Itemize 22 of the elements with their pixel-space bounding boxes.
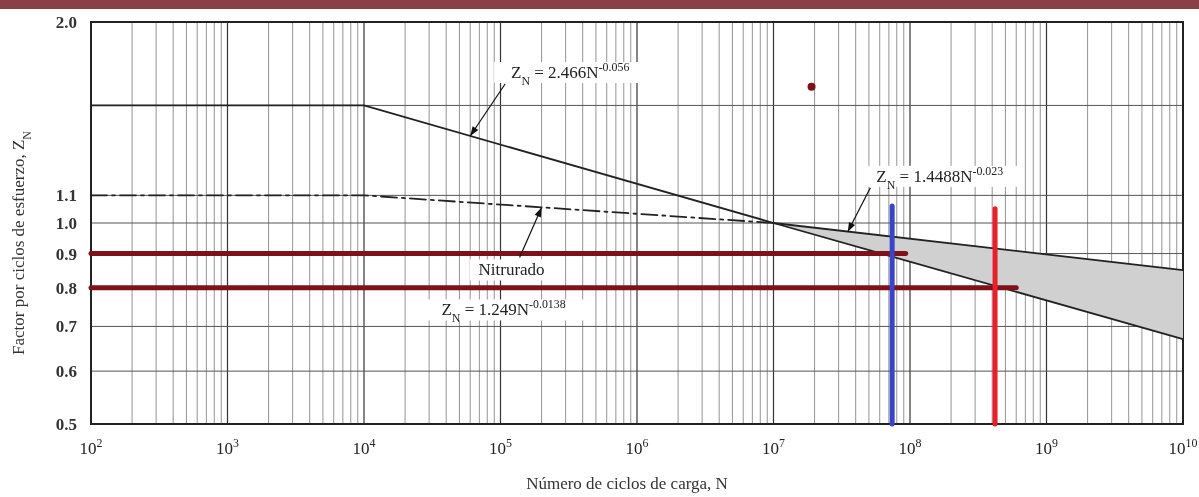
x-axis-title: Número de ciclos de carga, N — [526, 474, 728, 493]
annotation: Nitrurado — [478, 260, 545, 280]
x-tick-label: 10$^{6}$ — [625, 436, 649, 458]
x-tick-label: 10$^{3}$ — [216, 436, 240, 458]
y-tick-label: 0.7 — [55, 317, 78, 337]
y-tick-label: 0.8 — [55, 278, 77, 298]
y-tick-label: 1.0 — [55, 214, 77, 233]
annotation: Z$_{N}$ = 1.249N$^{-0.0138}$ — [441, 297, 566, 326]
y-tick-label: 0.9 — [55, 244, 77, 264]
y-tick-label: 2.0 — [55, 13, 77, 32]
x-tick-label: 10$^{9}$ — [1035, 436, 1059, 458]
annotation: Z$_{N}$ = 2.466N$^{-0.056}$ — [511, 59, 630, 88]
x-tick-label: 10$^{8}$ — [898, 436, 922, 458]
x-tick-label: 10$^{10}$ — [1168, 436, 1198, 458]
y-tick-label: 0.5 — [55, 415, 77, 434]
x-tick-label: 10$^{4}$ — [352, 436, 376, 458]
x-tick-label: 10$^{2}$ — [79, 436, 103, 458]
y-tick-label: 0.6 — [55, 362, 77, 382]
annotation: Z$_{N}$ = 1.4488N$^{-0.023}$ — [876, 163, 1004, 192]
y-tick-label: 1.1 — [55, 186, 77, 206]
x-tick-label: 10$^{7}$ — [762, 436, 786, 458]
x-tick-label: 10$^{5}$ — [489, 436, 513, 458]
